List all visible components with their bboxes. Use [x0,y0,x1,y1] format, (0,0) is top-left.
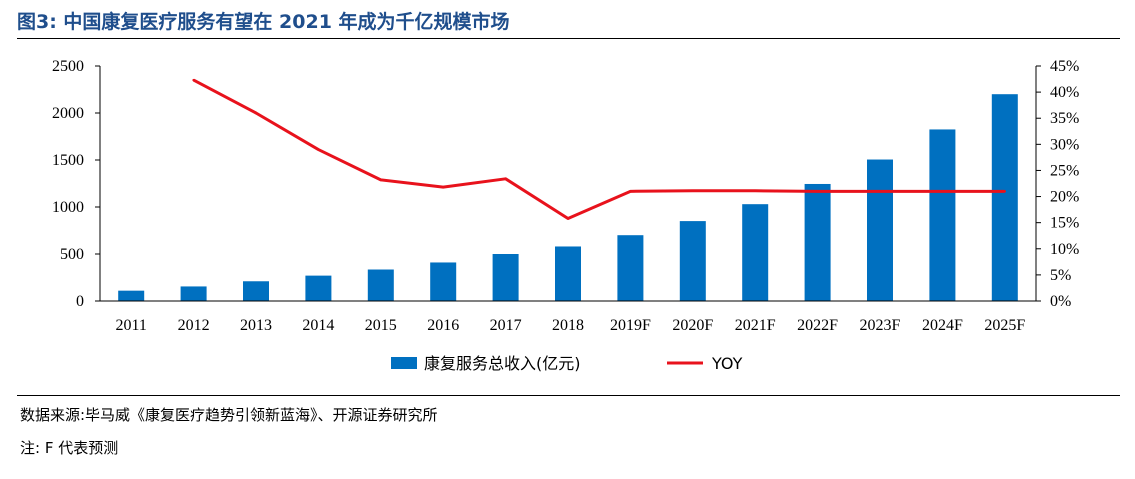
x-tick-label: 2022F [797,317,838,334]
x-tick-label: 2012 [178,317,210,334]
yoy-point-2016 [442,185,445,189]
bottom-rule [17,395,1120,396]
yoy-point-2018 [566,217,570,220]
x-tick-label: 2025F [984,317,1025,334]
bar-2025f [991,94,1018,301]
y-left-tick-label: 2500 [52,58,84,75]
y-left-tick-label: 1000 [52,199,84,216]
y-left-tick-label: 1500 [52,152,84,169]
yoy-point-2022f [816,190,819,193]
y-left-tick-label: 2000 [52,105,84,122]
x-tick-label: 2015 [365,317,397,334]
forecast-note: 注: F 代表预测 [20,439,119,457]
bar-2012 [180,286,207,301]
bar-2018 [555,246,581,301]
bar-2022f [804,183,831,301]
x-tick-label: 2018 [552,317,584,334]
bar-2013 [243,281,269,301]
y-right-tick-label: 30% [1050,136,1079,153]
yoy-line-series [192,78,1006,220]
figure-title: 图3: 中国康复医疗服务有望在 2021 年成为千亿规模市场 [17,11,510,33]
yoy-point-2025f [1003,190,1006,193]
chart: 2011 2012 2013 2014 2015 2016 2017 2018 2019F 202… [52,58,1079,373]
axes [99,66,1037,302]
bar-series [118,94,1018,301]
yoy-point-2019f [629,190,632,193]
y-right-tick-label: 45% [1050,58,1079,75]
yoy-line [192,78,1005,220]
yoy-point-2014 [317,148,320,151]
y-right-tick-label: 20% [1050,189,1079,206]
yoy-point-2012 [192,78,195,82]
y-right-tick-label: 35% [1050,110,1079,127]
y-right-tick-label: 40% [1050,84,1079,101]
yoy-point-2023f [878,190,882,193]
legend-line-label: YOY [711,354,743,373]
y-left-ticks: 0 500 1000 1500 2000 2500 [52,58,100,310]
x-tick-label: 2017 [490,317,522,334]
x-tick-label: 2014 [302,317,334,334]
x-tick-label: 2020F [672,317,713,334]
bar-2021f [742,204,769,301]
bar-2023f [867,159,893,301]
y-right-ticks: 0% 5% 10% 15% 20% 25% 30% 35% 40% 45% [1036,58,1079,310]
x-tick-label: 2024F [922,317,963,334]
source-note: 数据来源:毕马威《康复医疗趋势引领新蓝海》、开源证券研究所 [20,406,438,424]
x-tick-label: 2021F [735,317,776,334]
x-tick-label: 2023F [860,317,901,334]
yoy-point-2013 [254,111,258,115]
y-left-tick-label: 0 [76,293,84,310]
x-tick-label: 2016 [427,317,459,334]
y-right-tick-label: 10% [1050,241,1079,258]
bar-2015 [367,269,394,301]
x-tick-label: 2011 [115,317,146,334]
yoy-point-2020f [691,189,694,193]
bar-2020f [679,221,706,301]
x-tick-label: 2019F [610,317,651,334]
bar-2011 [118,290,145,301]
bar-2024f [929,129,956,301]
bar-2016 [430,262,457,301]
legend-bar-label: 康复服务总收入(亿元) [424,354,581,373]
legend: 康复服务总收入(亿元) YOY [391,354,743,373]
y-right-tick-label: 0% [1050,293,1071,310]
y-right-tick-label: 5% [1050,267,1071,284]
top-rule [17,38,1120,39]
bar-2014 [305,275,332,301]
y-right-tick-label: 25% [1050,162,1079,179]
x-axis-ticks: 2011 2012 2013 2014 2015 2016 2017 2018 2019F 202… [115,317,1025,334]
bar-2017 [492,254,519,301]
yoy-point-2015 [379,178,382,182]
yoy-point-2021f [754,189,757,193]
x-tick-label: 2013 [240,317,272,334]
y-right-tick-label: 15% [1050,215,1079,232]
y-left-tick-label: 500 [60,246,84,263]
bar-2019f [617,235,644,301]
legend-bar-swatch [391,357,417,369]
yoy-point-2024f [941,190,944,193]
yoy-point-2017 [504,177,507,180]
